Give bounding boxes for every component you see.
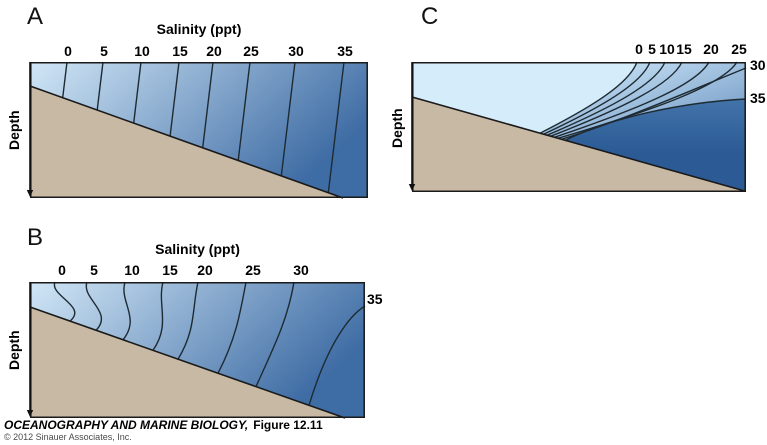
seafloor-slope-line <box>29 306 346 419</box>
salinity-tick-label: 25 <box>243 43 259 59</box>
salinity-tick-label: 30 <box>288 43 304 59</box>
isohaline-curve <box>217 281 247 374</box>
isohaline-curve <box>255 281 295 387</box>
isohaline-curve <box>550 61 683 137</box>
salinity-side-label: 35 <box>750 90 766 106</box>
salinity-tick-label: 10 <box>659 41 675 57</box>
salinity-tick-label: 10 <box>124 262 140 278</box>
copyright-notice: © 2012 Sinauer Associates, Inc. <box>4 432 132 442</box>
depth-axis-arrow-icon <box>408 184 416 191</box>
salinity-tick-label: 0 <box>64 43 72 59</box>
isohaline-curve <box>546 61 666 136</box>
salinity-tick-label: 20 <box>206 43 222 59</box>
panel-a-depth-axis-label: Depth <box>6 110 22 150</box>
figure-caption: OCEANOGRAPHY AND MARINE BIOLOGY, Figure 1… <box>4 418 323 432</box>
isohaline-curve <box>237 61 251 161</box>
caption-book-title: OCEANOGRAPHY AND MARINE BIOLOGY, <box>4 418 249 432</box>
isohaline-curve <box>308 305 366 406</box>
salinity-tick-label: 15 <box>676 41 692 57</box>
isohaline-curve <box>327 61 345 193</box>
salinity-tick-label: 20 <box>703 41 719 57</box>
salinity-side-label: 30 <box>750 57 766 73</box>
panel-a-title: Salinity (ppt) <box>156 21 242 37</box>
isohaline-curve <box>564 98 747 141</box>
isohaline-curve <box>133 61 142 124</box>
isohaline-curve <box>169 61 180 137</box>
salinity-tick-label: 25 <box>731 41 747 57</box>
isohaline-curve <box>543 61 651 135</box>
salinity-tick-label: 0 <box>635 41 643 57</box>
isohaline-curve <box>177 281 199 360</box>
salinity-tick-label: 15 <box>162 262 178 278</box>
isohaline-curve <box>53 281 76 322</box>
salinity-tick-label: 30 <box>293 262 309 278</box>
caption-figure-number: Figure 12.11 <box>253 418 323 432</box>
salinity-tick-label: 25 <box>245 262 261 278</box>
seafloor-slope-line <box>29 85 344 199</box>
panel-b-label: B <box>27 224 44 251</box>
panel-c-label: C <box>421 3 439 30</box>
isohaline-curve <box>539 61 638 134</box>
isohaline-curve <box>122 281 131 341</box>
panel-a-plot <box>26 61 368 199</box>
depth-axis-arrow-icon <box>26 190 34 197</box>
salinity-tick-label: 0 <box>58 262 66 278</box>
panel-c-depth-axis-label: Depth <box>389 108 405 148</box>
salinity-tick-label: 35 <box>337 43 353 59</box>
panel-c-plot <box>408 61 747 193</box>
isohaline-curve <box>557 61 738 139</box>
salinity-tick-label: 15 <box>172 43 188 59</box>
seafloor-slope-line <box>411 96 747 193</box>
salinity-side-label: 35 <box>367 291 383 307</box>
isohaline-curve <box>280 61 296 176</box>
panel-b-title: Salinity (ppt) <box>155 241 240 257</box>
panel-b-plot <box>26 281 366 419</box>
salinity-tick-label: 5 <box>100 43 108 59</box>
salinity-tick-label: 10 <box>134 43 150 59</box>
salinity-tick-label: 20 <box>197 262 213 278</box>
depth-axis-arrow-icon <box>26 410 34 417</box>
salinity-tick-label: 5 <box>648 41 656 57</box>
isohaline-curve <box>62 61 68 98</box>
isohaline-curve <box>202 61 214 148</box>
isohaline-curve <box>85 281 103 331</box>
isohaline-curve <box>152 281 164 351</box>
isohaline-curve <box>96 61 104 111</box>
panel-a-label: A <box>27 3 44 30</box>
panel-b-depth-axis-label: Depth <box>6 330 22 370</box>
isohaline-curve <box>554 61 710 138</box>
salinity-tick-label: 5 <box>90 262 98 278</box>
